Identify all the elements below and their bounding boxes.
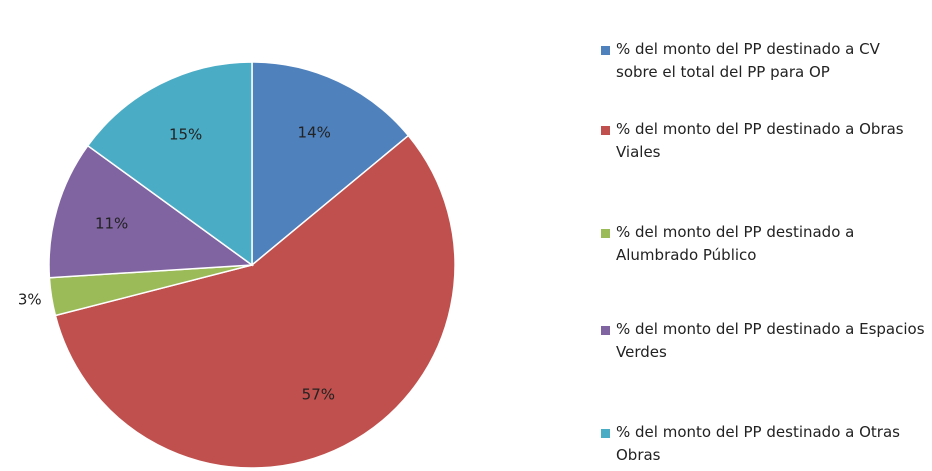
legend-item: % del monto del PP destinado a CV sobre … — [601, 38, 926, 84]
data-label: 11% — [95, 215, 128, 233]
data-label: 15% — [169, 125, 202, 143]
data-label: 14% — [298, 123, 331, 141]
data-label: 3% — [18, 291, 42, 309]
pie-slice — [54, 134, 456, 469]
legend-swatch — [601, 46, 610, 55]
legend-swatch — [601, 229, 610, 238]
legend-item: % del monto del PP destinado a Espacios … — [601, 318, 926, 364]
legend-label: % del monto del PP destinado a Espacios … — [616, 320, 925, 361]
legend-label: % del monto del PP destinado a CV sobre … — [616, 40, 880, 81]
legend-item: % del monto del PP destinado a Otras Obr… — [601, 421, 926, 467]
legend-label: % del monto del PP destinado a Alumbrado… — [616, 223, 855, 264]
pie-slice — [251, 61, 410, 267]
legend-swatch — [601, 326, 610, 335]
legend-item: % del monto del PP destinado a Alumbrado… — [601, 221, 926, 267]
pie-slice — [86, 61, 253, 267]
data-label: 57% — [302, 386, 335, 404]
legend-swatch — [601, 126, 610, 135]
legend-item: % del monto del PP destinado a Obras Via… — [601, 118, 926, 164]
legend-label: % del monto del PP destinado a Obras Via… — [616, 120, 904, 161]
legend-label: % del monto del PP destinado a Otras Obr… — [616, 423, 900, 464]
pie-slice — [48, 144, 255, 279]
legend-swatch — [601, 429, 610, 438]
